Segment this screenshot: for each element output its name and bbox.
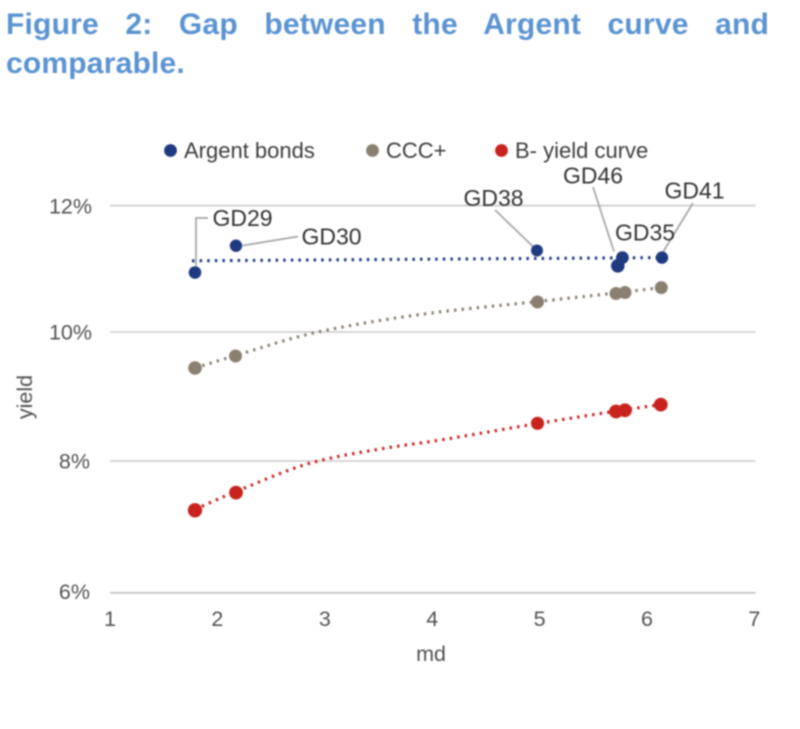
svg-text:12%: 12% <box>49 194 92 218</box>
svg-text:5: 5 <box>534 607 546 631</box>
svg-text:10%: 10% <box>49 321 92 345</box>
svg-text:GD46: GD46 <box>563 163 623 189</box>
svg-text:4: 4 <box>426 607 438 631</box>
svg-text:2: 2 <box>211 607 223 631</box>
svg-text:GD29: GD29 <box>212 205 272 231</box>
svg-text:GD38: GD38 <box>463 185 523 211</box>
svg-text:md: md <box>416 642 446 666</box>
svg-text:CCC+: CCC+ <box>386 138 447 163</box>
svg-text:6%: 6% <box>59 580 90 604</box>
svg-text:3: 3 <box>319 607 331 631</box>
svg-text:yield: yield <box>13 375 37 419</box>
svg-text:GD30: GD30 <box>301 224 361 250</box>
svg-text:Argent bonds: Argent bonds <box>184 138 315 163</box>
svg-text:6: 6 <box>641 607 653 631</box>
svg-text:8%: 8% <box>59 450 90 474</box>
svg-text:1: 1 <box>104 607 116 631</box>
svg-text:7: 7 <box>748 607 760 631</box>
svg-text:GD41: GD41 <box>664 178 724 204</box>
svg-text:GD35: GD35 <box>615 220 675 246</box>
svg-text:B- yield curve: B- yield curve <box>515 138 648 163</box>
